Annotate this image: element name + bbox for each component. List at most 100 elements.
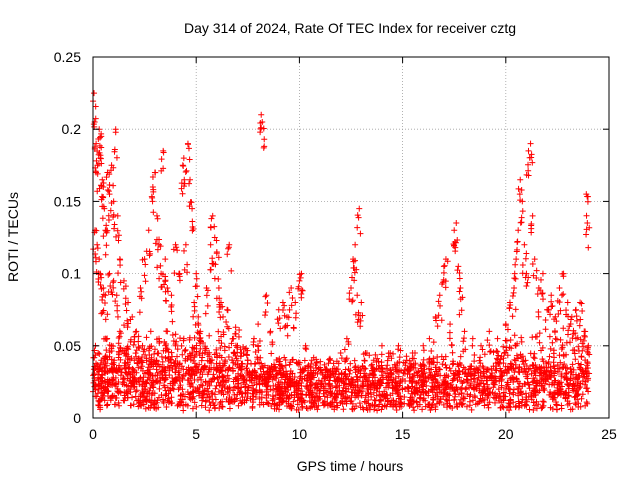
data-point [436, 292, 443, 299]
data-point [402, 362, 409, 369]
data-point [425, 401, 432, 408]
data-point [481, 373, 488, 380]
data-point [92, 115, 99, 122]
data-point [278, 399, 285, 406]
data-point [274, 381, 281, 388]
data-point [259, 118, 266, 125]
data-point [333, 399, 340, 406]
data-point [345, 338, 352, 345]
data-point [494, 335, 501, 342]
data-point [102, 353, 109, 360]
data-point [115, 232, 122, 239]
data-point [352, 390, 359, 397]
data-point [280, 371, 287, 378]
data-point [349, 297, 356, 304]
data-point [194, 293, 201, 300]
data-point [556, 299, 563, 306]
data-point [256, 338, 263, 345]
data-point [436, 399, 443, 406]
data-point [458, 378, 465, 385]
data-point [575, 360, 582, 367]
data-point [426, 335, 433, 342]
data-point [263, 292, 270, 299]
data-point [450, 358, 457, 365]
data-point [551, 354, 558, 361]
data-point [580, 337, 587, 344]
data-point [215, 254, 222, 261]
data-point [474, 376, 481, 383]
data-point [316, 393, 323, 400]
data-point [255, 342, 262, 349]
data-point [278, 362, 285, 369]
data-point [464, 379, 471, 386]
data-point [115, 351, 122, 358]
data-point [212, 385, 219, 392]
data-point [503, 368, 510, 375]
data-point [222, 357, 229, 364]
data-point [432, 384, 439, 391]
data-point [548, 292, 555, 299]
data-point [531, 391, 538, 398]
data-point [579, 308, 586, 315]
data-point [460, 395, 467, 402]
data-point [258, 124, 265, 131]
data-point [522, 401, 529, 408]
data-point [572, 376, 579, 383]
data-point [212, 396, 219, 403]
data-point [525, 172, 532, 179]
data-point [458, 384, 465, 391]
data-point [136, 375, 143, 382]
data-point [530, 390, 537, 397]
data-point [253, 372, 260, 379]
data-point [384, 398, 391, 405]
data-point [512, 261, 519, 268]
data-point [510, 391, 517, 398]
data-point [419, 406, 426, 413]
data-point [321, 375, 328, 382]
data-point [514, 246, 521, 253]
data-point [102, 251, 109, 258]
data-point [507, 364, 514, 371]
data-point [298, 287, 305, 294]
data-point [103, 347, 110, 354]
data-point [276, 391, 283, 398]
data-point [164, 285, 171, 292]
data-point [250, 335, 257, 342]
data-point [294, 401, 301, 408]
data-point [193, 348, 200, 355]
data-point [235, 333, 242, 340]
data-point [114, 307, 121, 314]
data-point [539, 344, 546, 351]
data-point [506, 305, 513, 312]
data-point [225, 325, 232, 332]
data-point [502, 385, 509, 392]
data-point [162, 355, 169, 362]
data-point [125, 299, 132, 306]
data-point [458, 401, 465, 408]
data-point [346, 296, 353, 303]
data-point [434, 323, 441, 330]
data-point [127, 316, 134, 323]
data-point [269, 395, 276, 402]
data-point [430, 339, 437, 346]
data-point [564, 401, 571, 408]
data-point [384, 380, 391, 387]
data-point [230, 378, 237, 385]
data-point [110, 198, 117, 205]
data-point [558, 292, 565, 299]
data-point [253, 387, 260, 394]
data-point [583, 362, 590, 369]
data-point [387, 367, 394, 374]
data-point [127, 402, 134, 409]
data-point [402, 378, 409, 385]
data-point [530, 354, 537, 361]
data-point [442, 278, 449, 285]
data-point [306, 381, 313, 388]
data-point [540, 386, 547, 393]
data-point [536, 330, 543, 337]
data-point [576, 384, 583, 391]
data-point [512, 275, 519, 282]
data-point [419, 371, 426, 378]
data-point [177, 396, 184, 403]
data-point [396, 367, 403, 374]
